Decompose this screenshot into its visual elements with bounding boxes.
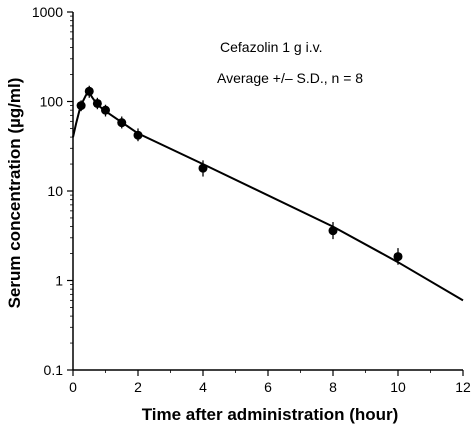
fitted-curve	[72, 91, 464, 302]
x-tick-label: 6	[264, 379, 272, 395]
data-point	[328, 226, 338, 236]
y-tick-label: 1000	[32, 4, 63, 20]
data-point	[101, 105, 110, 115]
x-tick-label: 2	[134, 379, 142, 395]
data-point	[393, 252, 403, 262]
x-axis-title: Time after administration (hour)	[142, 405, 399, 424]
y-tick-label: 100	[40, 94, 64, 110]
tick-labels: 0 2 4 6 8 10 12 0.1 1 10 100 1000	[32, 4, 471, 395]
data-point	[117, 118, 127, 128]
axes	[72, 12, 463, 371]
x-tick-label: 10	[390, 379, 406, 395]
data-point	[76, 101, 86, 111]
fitted-curve-layer	[72, 91, 464, 302]
x-tick-label: 12	[455, 379, 471, 395]
data-points-layer	[76, 85, 403, 265]
x-tick-label: 0	[69, 379, 77, 395]
y-tick-label: 1	[55, 273, 63, 289]
y-tick-label: 10	[47, 183, 63, 199]
data-point	[92, 98, 102, 108]
data-point	[133, 130, 143, 140]
y-tick-label: 0.1	[44, 362, 64, 378]
annotation-stats: Average +/– S.D., n = 8	[217, 70, 363, 86]
data-point	[84, 86, 94, 96]
x-tick-label: 8	[329, 379, 337, 395]
annotation-drug: Cefazolin 1 g i.v.	[220, 39, 322, 55]
x-tick-label: 4	[199, 379, 207, 395]
tick-marks	[67, 11, 464, 376]
y-axis-title: Serum concentration (µg/ml)	[5, 78, 24, 309]
data-point	[198, 163, 208, 173]
